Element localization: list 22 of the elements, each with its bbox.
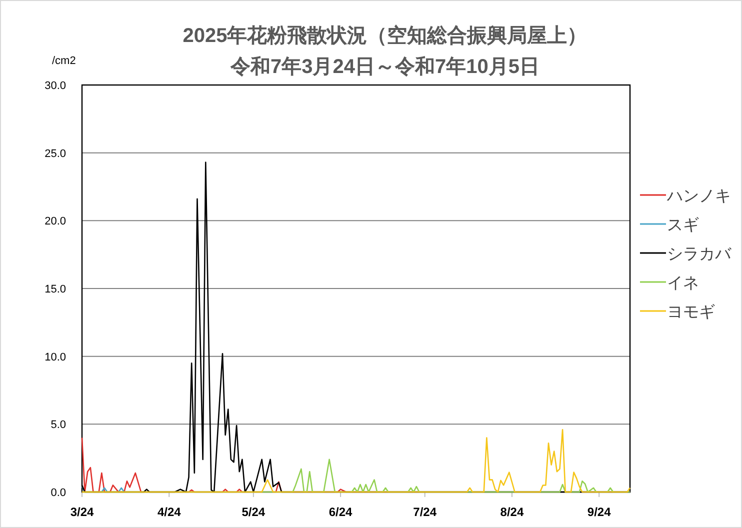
legend-label: イネ — [667, 275, 699, 292]
ytick: 10.0 — [44, 351, 66, 364]
legend-label: ヨモギ — [667, 304, 715, 321]
ytick: 5.0 — [50, 419, 66, 432]
legend-label: ハンノキ — [667, 188, 731, 205]
xtick: 9/24 — [587, 505, 611, 519]
ytick: 15.0 — [44, 284, 66, 296]
ytick: 0.0 — [50, 487, 66, 499]
xtick: 6/24 — [328, 505, 352, 519]
xtick: 8/24 — [500, 505, 524, 519]
ytick: 30.0 — [44, 80, 66, 92]
title: 2025年花粉飛散状況（空知総合振興局屋上） — [182, 25, 588, 47]
xtick: 5/24 — [242, 505, 266, 519]
ytick: 20.0 — [44, 216, 66, 228]
ytick: 25.0 — [44, 148, 66, 160]
subtitle: 令和7年3月24日～令和7年10月5日 — [230, 56, 540, 78]
legend-label: シラカバ — [667, 246, 731, 263]
xtick: 3/24 — [70, 505, 94, 519]
xtick: 4/24 — [157, 505, 181, 519]
legend-label: スギ — [667, 217, 699, 234]
xtick: 7/24 — [413, 505, 437, 519]
ylabel: /cm2 — [52, 55, 76, 67]
